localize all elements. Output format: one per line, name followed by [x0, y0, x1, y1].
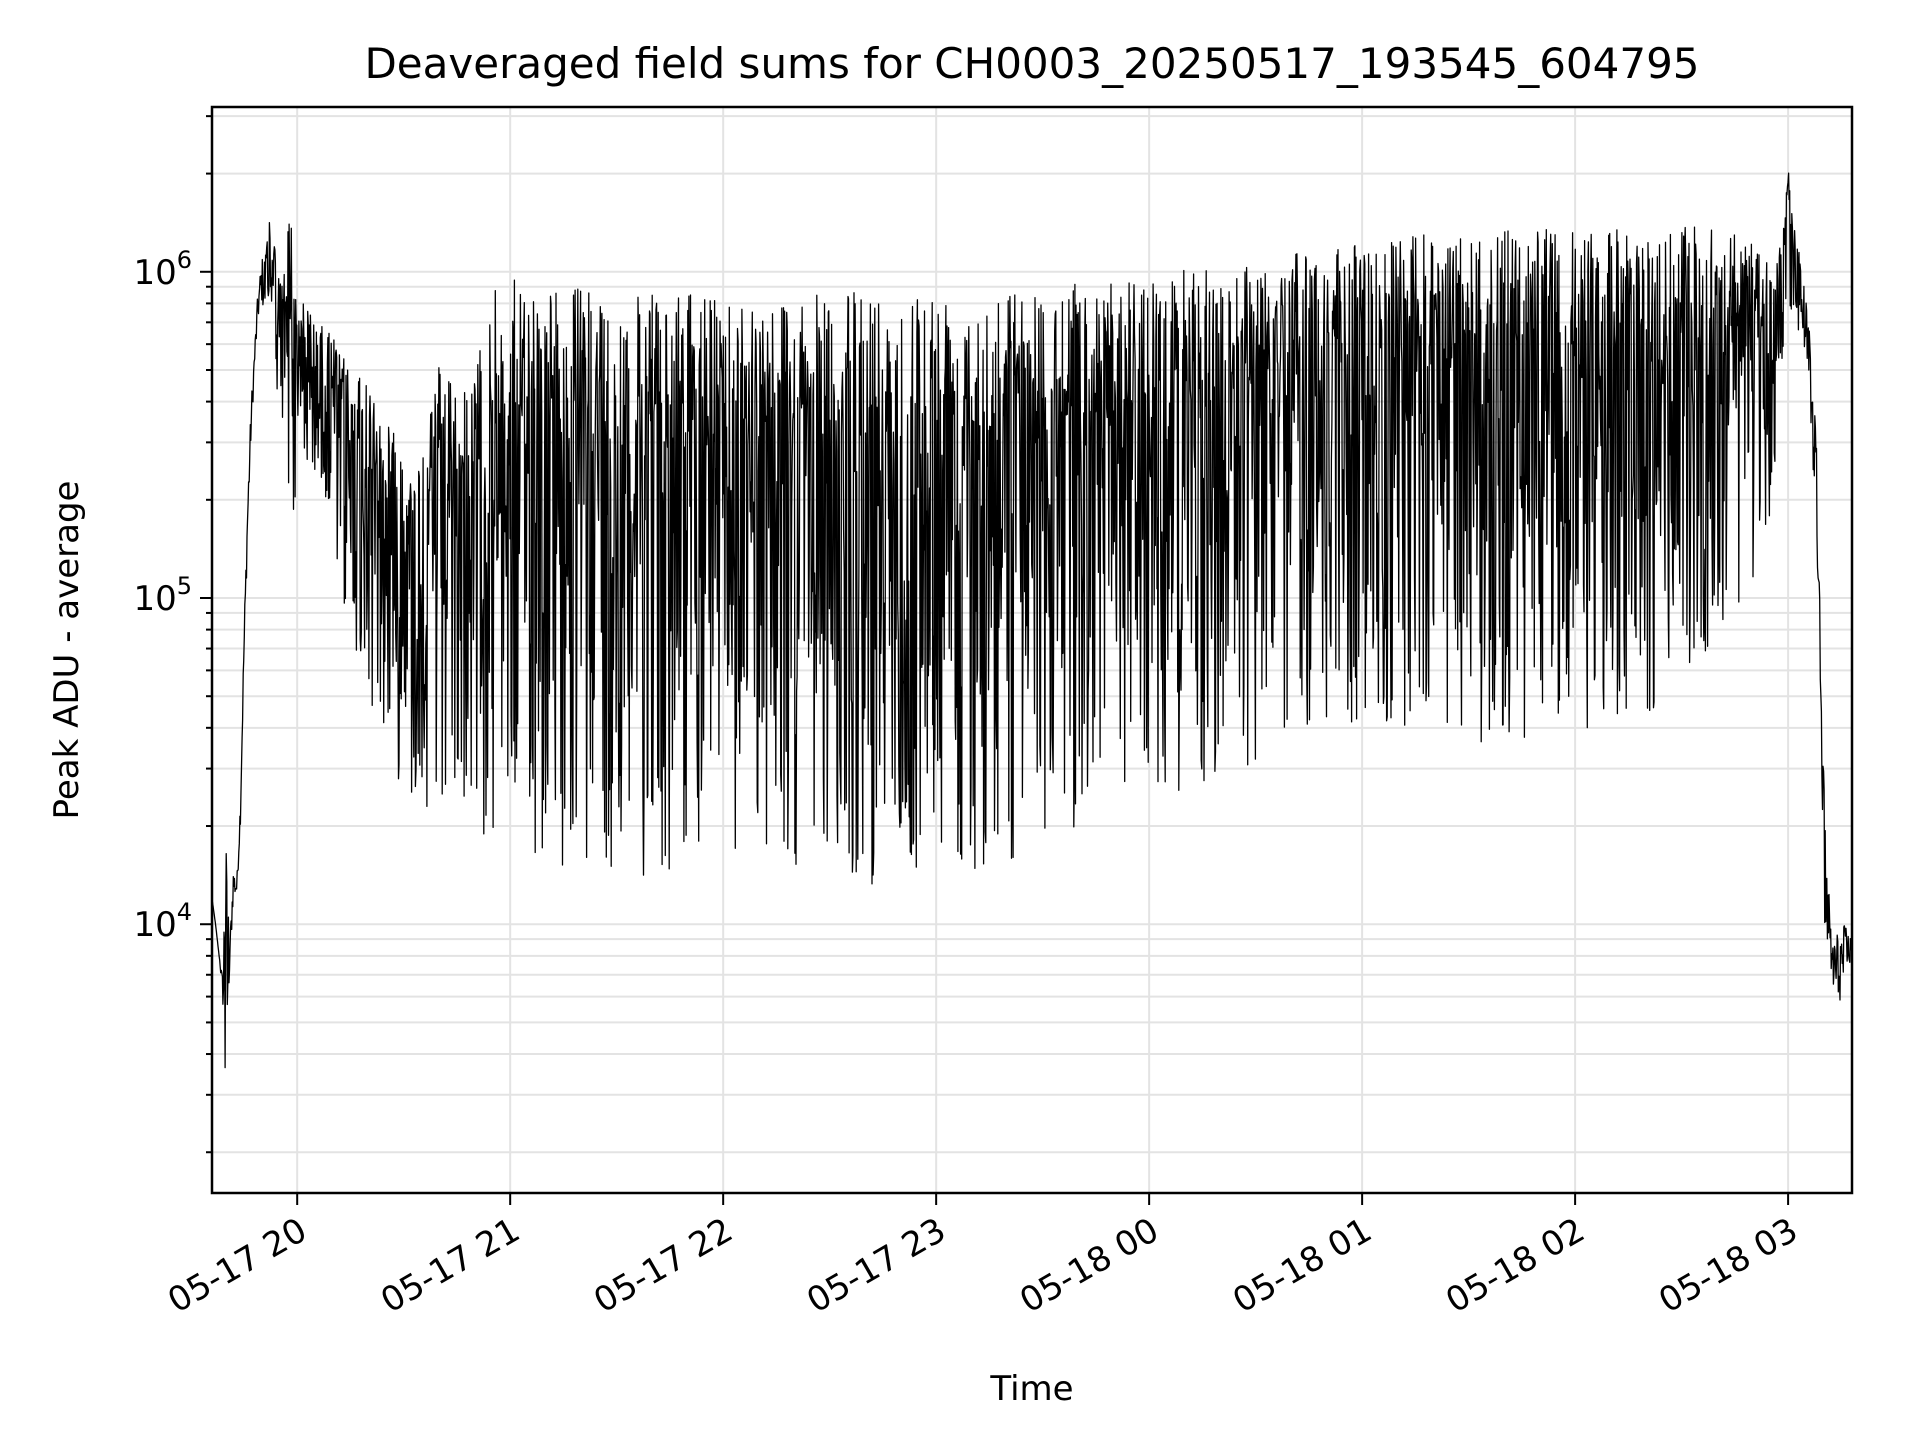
y-tick-label-exponent: 6	[177, 246, 192, 274]
x-axis-ticks: 05-17 20 05-17 21 05-17 22 05-17 23 05-18 00…	[161, 1193, 1805, 1321]
y-tick-label-exponent: 4	[177, 898, 192, 926]
y-tick-label-exponent: 5	[177, 572, 192, 600]
series-line	[211, 172, 1853, 1069]
y-tick-label-base: 10	[133, 253, 176, 293]
plot-frame	[210, 105, 1854, 1195]
y-axis-label: Peak ADU - average	[47, 481, 87, 820]
x-axis-label: Time	[989, 1369, 1073, 1409]
x-tick-label: 05-17 22	[587, 1210, 739, 1321]
x-tick-label: 05-17 21	[374, 1210, 526, 1321]
x-tick-label: 05-18 01	[1226, 1210, 1378, 1321]
x-tick-label: 05-18 00	[1013, 1210, 1165, 1321]
x-tick-label: 05-17 20	[161, 1210, 313, 1321]
x-tick-label: 05-18 03	[1652, 1210, 1804, 1321]
chart-title: Deaveraged field sums for CH0003_2025051…	[364, 39, 1699, 88]
y-tick-label-base: 10	[133, 905, 176, 945]
y-tick-label-base: 10	[133, 579, 176, 619]
y-tick-label: 104	[133, 898, 192, 945]
y-tick-label: 106	[133, 246, 192, 293]
y-tick-label: 105	[133, 572, 192, 619]
x-tick-label: 05-17 23	[800, 1210, 952, 1321]
x-tick-label: 05-18 02	[1439, 1210, 1591, 1321]
series-layer	[211, 172, 1853, 1069]
